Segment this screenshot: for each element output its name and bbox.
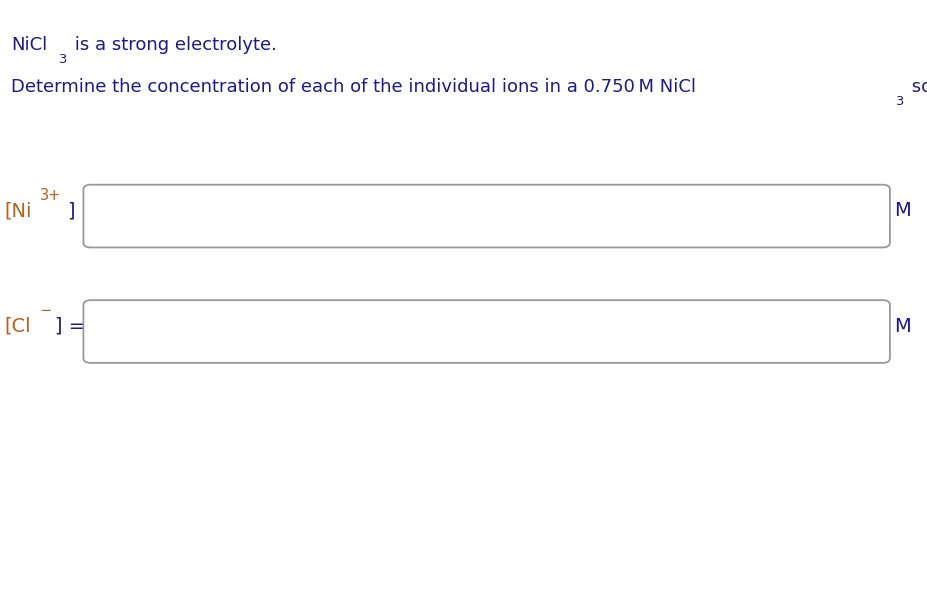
Text: NiCl: NiCl: [11, 36, 47, 54]
Text: [Cl: [Cl: [5, 317, 32, 336]
FancyBboxPatch shape: [83, 185, 890, 247]
Text: is a strong electrolyte.: is a strong electrolyte.: [69, 36, 276, 54]
Text: solution.: solution.: [906, 78, 927, 96]
Text: −: −: [39, 303, 51, 318]
Text: 3: 3: [895, 95, 903, 108]
Text: M: M: [895, 317, 911, 336]
Text: 3: 3: [57, 53, 66, 66]
Text: ] =: ] =: [55, 317, 85, 336]
Text: [Ni: [Ni: [5, 201, 32, 220]
Text: Determine the concentration of each of the individual ions in a 0.750 M NiCl: Determine the concentration of each of t…: [11, 78, 696, 96]
Text: ] =: ] =: [68, 201, 97, 220]
Text: 3+: 3+: [40, 188, 61, 202]
FancyBboxPatch shape: [83, 300, 890, 363]
Text: M: M: [895, 201, 911, 220]
